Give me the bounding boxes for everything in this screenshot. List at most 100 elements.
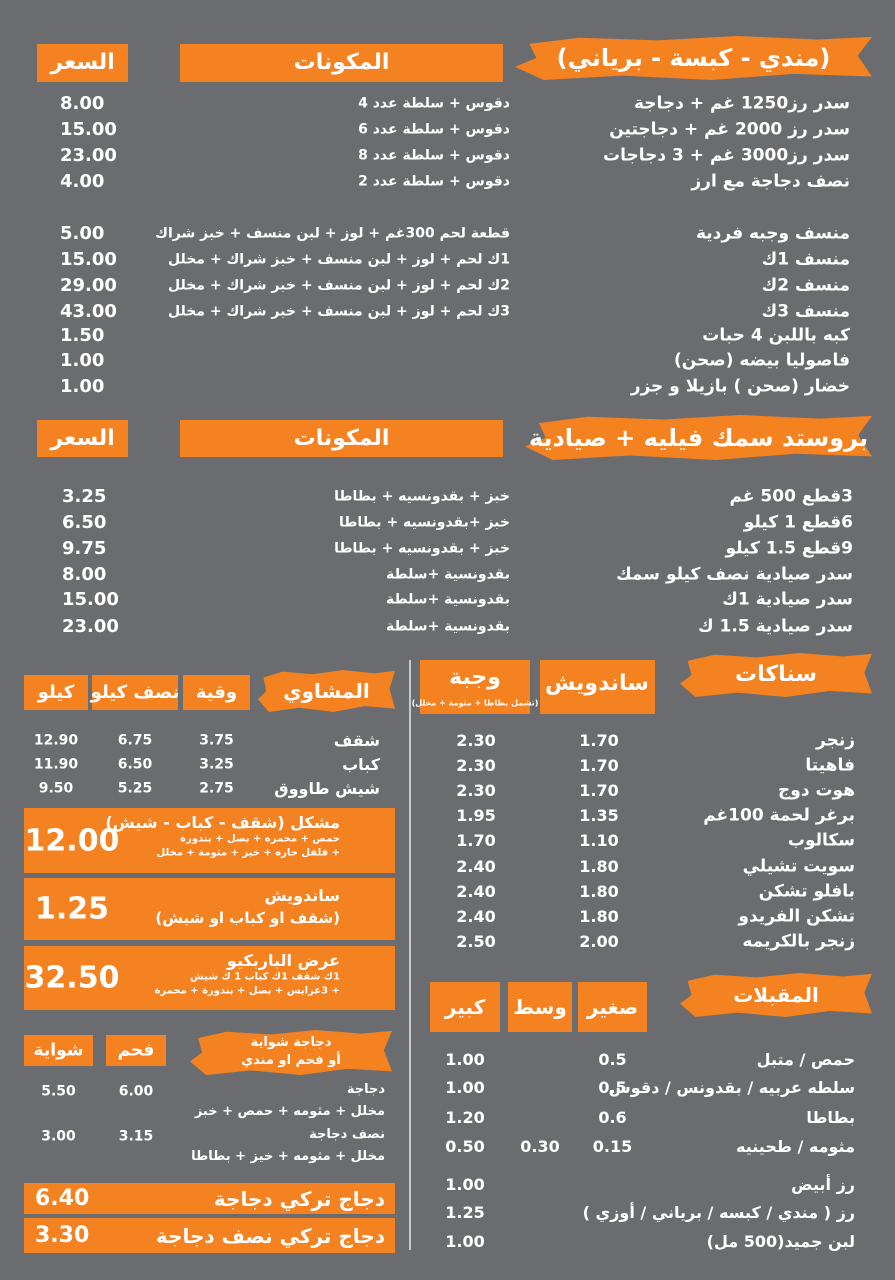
ingredients-header: المكونات bbox=[293, 49, 390, 75]
appetizer-price: 0.30 bbox=[520, 1137, 560, 1157]
section-title-box bbox=[525, 415, 872, 460]
turkish-name: دجاج تركي نصف دجاجة bbox=[155, 1223, 385, 1248]
appetizer-price: 1.00 bbox=[445, 1050, 485, 1070]
snack-name: فاهيتا bbox=[805, 755, 855, 776]
appetizer-price: 1.25 bbox=[445, 1203, 485, 1223]
appetizers-title-box bbox=[680, 973, 872, 1017]
chicken-price: 3.00 bbox=[41, 1128, 76, 1145]
appetizer-name: لبن جميد(500 مل) bbox=[706, 1232, 855, 1252]
snack-price: 1.10 bbox=[579, 831, 619, 851]
grill-price: 2.75 bbox=[199, 780, 234, 797]
appetizer-price: 1.00 bbox=[445, 1078, 485, 1098]
grill-price: 5.25 bbox=[117, 780, 153, 797]
item-name: 6قطع 1 كيلو bbox=[743, 512, 853, 533]
grills-column: وقية bbox=[195, 681, 238, 703]
column-divider bbox=[409, 660, 411, 1250]
item-name: سدر رز1250 غم + دجاجة bbox=[633, 93, 850, 114]
section-title-box bbox=[515, 36, 872, 80]
item-price: 15.00 bbox=[60, 249, 117, 271]
grill-price: 6.75 bbox=[117, 732, 153, 749]
appetizer-name: مثومه / طحينيه bbox=[736, 1137, 855, 1157]
offer-detail: + 3عرايس + بصل + بندورة + محمرة bbox=[154, 985, 341, 997]
price-header-box bbox=[37, 420, 128, 457]
item-ingredients: بقدونسية +سلطة bbox=[385, 566, 510, 583]
grills-column-box bbox=[24, 675, 88, 710]
item-ingredients: خبز +بقدونسيه + بطاطا bbox=[338, 514, 510, 531]
ingredients-header: المكونات bbox=[293, 425, 390, 451]
appetizer-name: رز ( مندي / كبسه / برياني / أوزي ) bbox=[582, 1203, 855, 1223]
item-name: فاصوليا بيضه (صحن) bbox=[673, 350, 850, 371]
appetizer-price: 0.5 bbox=[598, 1078, 627, 1098]
snack-price: 2.30 bbox=[456, 781, 496, 801]
chicken-price: 6.00 bbox=[118, 1083, 154, 1100]
item-name: منسف 2ك bbox=[761, 275, 850, 296]
snack-price: 1.80 bbox=[579, 906, 619, 926]
snack-price: 1.80 bbox=[579, 856, 619, 876]
snacks-title: سناكات bbox=[734, 661, 818, 687]
offer-price: 1.25 bbox=[34, 891, 110, 927]
item-ingredients: دقوس + سلطة عدد 2 bbox=[358, 173, 510, 190]
grill-name: شقف bbox=[333, 731, 380, 751]
snack-name: برغر لحمة 100غم bbox=[703, 805, 855, 826]
chicken-column: شواية bbox=[33, 1040, 84, 1061]
snack-price: 2.40 bbox=[456, 881, 496, 901]
item-price: 23.00 bbox=[60, 145, 117, 167]
snack-price: 1.70 bbox=[579, 756, 619, 776]
item-name: منسف 3ك bbox=[761, 301, 850, 322]
item-price: 15.00 bbox=[62, 589, 119, 611]
ingredients-header-box bbox=[180, 420, 503, 457]
offer-box bbox=[24, 946, 395, 1010]
appetizers-column: وسط bbox=[513, 995, 567, 1019]
grills-column: نصف كيلو bbox=[90, 681, 180, 703]
item-name: 9قطع 1.5 كيلو bbox=[725, 538, 853, 559]
item-ingredients: دقوس + سلطة عدد 8 bbox=[358, 147, 510, 164]
snack-price: 2.30 bbox=[456, 731, 496, 751]
item-price: 29.00 bbox=[60, 275, 117, 297]
section-title: (مندي - كبسة - برياني) bbox=[556, 43, 831, 72]
snack-price: 2.40 bbox=[456, 856, 496, 876]
grill-price: 9.50 bbox=[38, 780, 74, 797]
item-name: منسف وجبه فردية bbox=[695, 223, 850, 244]
turkish-box bbox=[24, 1218, 395, 1253]
offer-price: 12.00 bbox=[24, 823, 120, 858]
snack-price: 1.35 bbox=[579, 806, 619, 826]
appetizers-column: كبير bbox=[444, 995, 486, 1019]
chicken-title: دجاجة شواية bbox=[250, 1034, 332, 1050]
chicken-title-box bbox=[190, 1030, 392, 1075]
snack-price: 1.70 bbox=[579, 781, 619, 801]
chicken-name: نصف دجاجة bbox=[309, 1126, 385, 1142]
appetizers-column-box bbox=[508, 982, 572, 1032]
section-title: بروستد سمك فيليه + صيادية bbox=[528, 423, 869, 452]
snack-price: 2.30 bbox=[456, 756, 496, 776]
turkish-name: دجاج تركي دجاجة bbox=[213, 1186, 385, 1211]
item-price: 8.00 bbox=[60, 93, 105, 115]
appetizers-column-box bbox=[578, 982, 647, 1032]
snacks-column: ساندويش bbox=[545, 670, 649, 696]
snack-price: 1.95 bbox=[456, 806, 496, 826]
offer-box bbox=[24, 878, 395, 940]
item-price: 23.00 bbox=[62, 616, 119, 638]
snack-name: هوت دوج bbox=[778, 780, 855, 801]
price-header: السعر bbox=[50, 425, 115, 451]
offer-title: مشكل (شقف - كباب - شيش) bbox=[105, 813, 340, 833]
offer-detail: 1ك شقف 1ك كباب 1 ك شيش bbox=[189, 971, 340, 983]
item-ingredients: دقوس + سلطة عدد 6 bbox=[358, 121, 510, 138]
appetizer-price: 0.6 bbox=[598, 1108, 627, 1128]
chicken-details: مخلل + مثومه + حمص + خبز bbox=[194, 1103, 385, 1119]
snack-price: 1.80 bbox=[579, 881, 619, 901]
chicken-column: فحم bbox=[117, 1040, 155, 1061]
snacks-title-box bbox=[680, 653, 872, 697]
item-name: 3قطع 500 غم bbox=[729, 486, 853, 507]
item-price: 1.00 bbox=[60, 376, 105, 398]
item-price: 6.50 bbox=[62, 512, 107, 534]
chicken-details: مخلل + مثومه + خيز + بطاطا bbox=[191, 1148, 385, 1164]
item-price: 1.00 bbox=[60, 350, 105, 372]
item-ingredients: 3ك لحم + لوز + لبن منسف + خبر شراك + مخل… bbox=[168, 303, 510, 320]
offer-detail: (شقف او كباب او شيش) bbox=[155, 908, 340, 927]
appetizer-price: 0.15 bbox=[592, 1137, 633, 1157]
snack-price: 2.40 bbox=[456, 906, 496, 926]
item-price: 15.00 bbox=[60, 119, 117, 141]
grill-price: 12.90 bbox=[33, 732, 79, 749]
item-price: 5.00 bbox=[60, 223, 105, 245]
item-price: 4.00 bbox=[60, 171, 105, 193]
